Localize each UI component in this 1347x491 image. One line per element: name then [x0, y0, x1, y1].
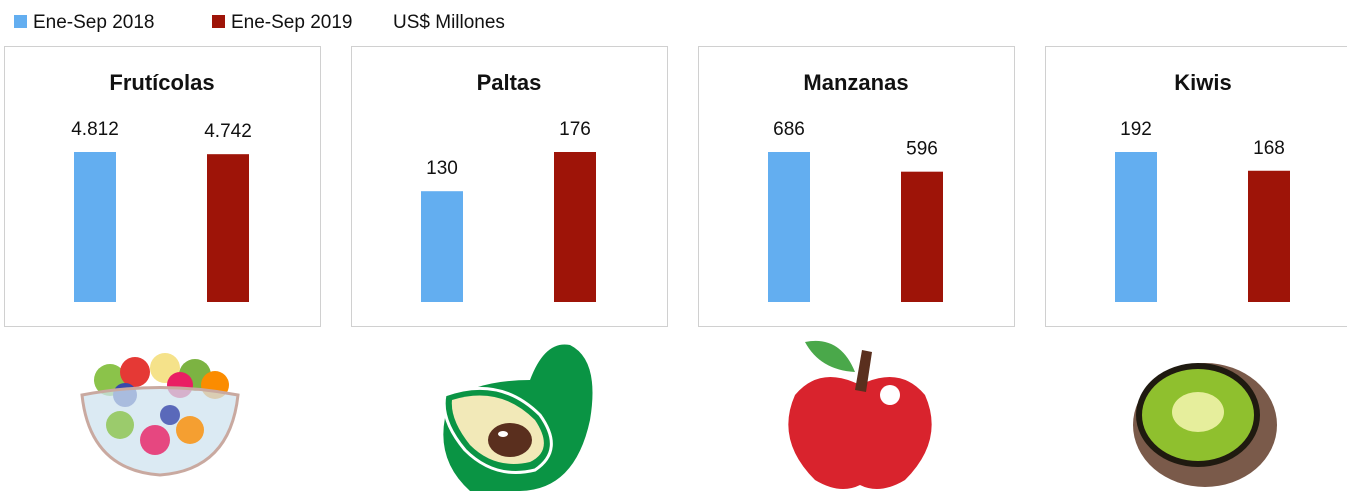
legend-label: Ene-Sep 2019 — [231, 12, 353, 33]
panel-frame — [4, 46, 321, 327]
kiwi-icon — [1133, 363, 1277, 487]
panel-title: Kiwis — [1174, 70, 1231, 95]
value-label: 192 — [1120, 119, 1152, 140]
bar — [768, 152, 810, 302]
panel-title: Frutícolas — [109, 70, 214, 95]
bar — [74, 152, 116, 302]
value-label: 130 — [426, 158, 458, 179]
bar — [1248, 170, 1290, 302]
value-label: 4.812 — [71, 119, 119, 140]
legend-swatch — [212, 15, 225, 28]
bar — [554, 152, 596, 302]
bar — [207, 154, 249, 302]
panel-frame — [698, 46, 1015, 327]
legend-label: Ene-Sep 2018 — [33, 12, 155, 33]
bar — [421, 191, 463, 302]
value-label: 596 — [906, 139, 938, 160]
panel-frame — [1045, 46, 1347, 327]
apple-icon — [788, 340, 932, 489]
panel-frame — [351, 46, 668, 327]
panel-title: Paltas — [477, 70, 542, 95]
fruit-bowl-icon — [80, 353, 240, 477]
avocado-icon — [442, 344, 593, 491]
panel-title: Manzanas — [803, 70, 908, 95]
value-label: 686 — [773, 119, 805, 140]
bar — [1115, 152, 1157, 302]
value-label: 4.742 — [204, 121, 252, 142]
value-label: 176 — [559, 119, 591, 140]
bar — [901, 171, 943, 302]
unit-label: US$ Millones — [393, 12, 505, 33]
legend-swatch — [14, 15, 27, 28]
value-label: 168 — [1253, 138, 1285, 159]
